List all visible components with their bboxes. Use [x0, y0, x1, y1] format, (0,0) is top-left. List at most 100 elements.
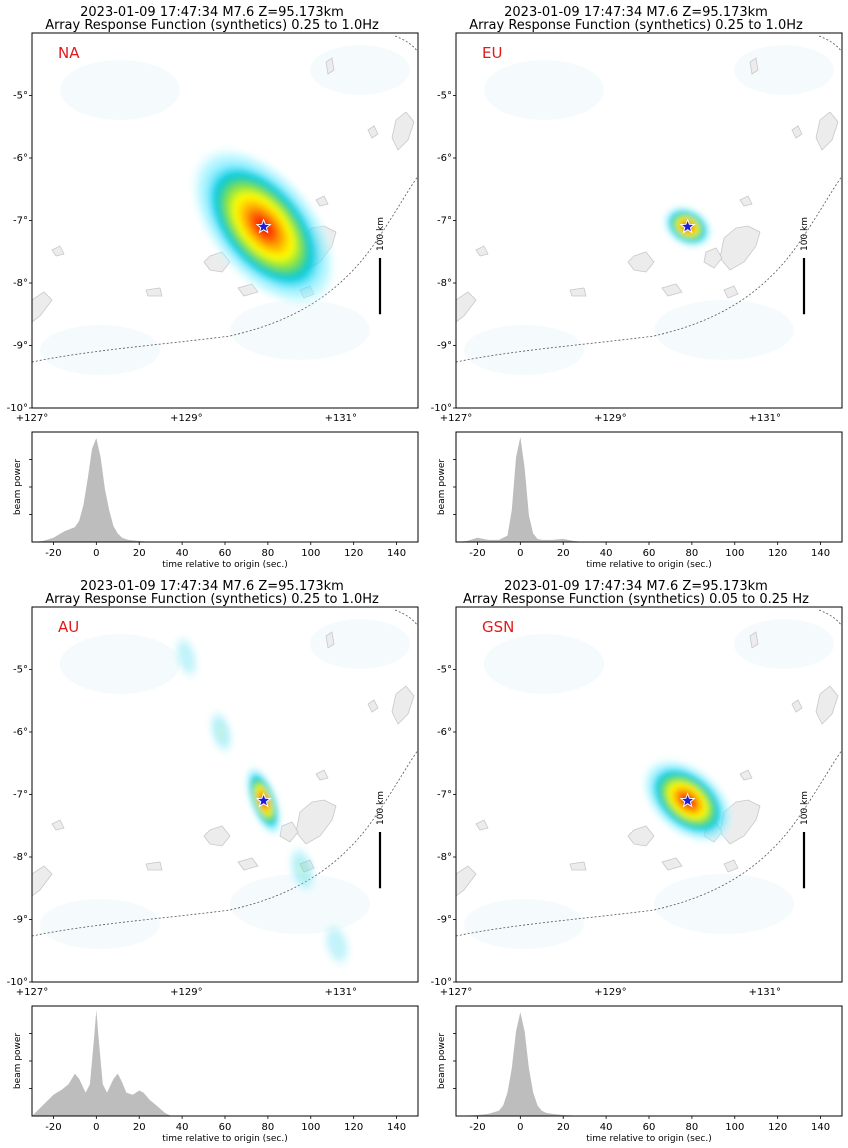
- landmass: [145, 287, 163, 297]
- epicenter-star-icon: [679, 792, 696, 808]
- lon-tick-label: +131°: [325, 987, 357, 998]
- lon-tick-label: +129°: [170, 413, 202, 424]
- beam-power-blob: [321, 919, 353, 970]
- array-label: GSN: [482, 618, 514, 636]
- scale-label: 100 km: [376, 791, 386, 825]
- landmass: [295, 799, 337, 845]
- beam-power-blob: [286, 843, 318, 896]
- beam-y-axis-label: beam power: [437, 1033, 447, 1090]
- lat-tick-label: -10°: [7, 977, 28, 988]
- beam-x-tick-label: 0: [517, 1122, 523, 1133]
- lat-tick-label: -10°: [431, 977, 452, 988]
- beam-y-axis-label: beam power: [13, 1033, 23, 1090]
- landmass: [367, 125, 379, 139]
- beam-x-tick-label: 0: [93, 548, 99, 559]
- landmass: [456, 865, 477, 897]
- beam-x-tick-label: 100: [725, 1122, 744, 1133]
- beam-x-tick-label: 80: [686, 548, 699, 559]
- landmass: [791, 699, 803, 713]
- beam-x-tick-label: -20: [469, 1122, 485, 1133]
- beam-x-tick-label: 60: [219, 548, 232, 559]
- beam-power-area: [456, 1012, 842, 1116]
- epicenter-star-icon: [255, 218, 272, 234]
- lat-tick-label: -6°: [13, 727, 28, 738]
- beam-y-axis-label: beam power: [13, 459, 23, 516]
- lon-tick-label: +129°: [594, 413, 626, 424]
- landmass: [51, 819, 65, 831]
- panel-svg: 2023-01-09 17:47:34 M7.6 Z=95.173kmArray…: [7, 5, 419, 570]
- beam-power-area: [32, 438, 418, 542]
- landmass: [703, 247, 723, 269]
- lon-tick-label: +129°: [594, 987, 626, 998]
- landmass: [32, 865, 53, 897]
- trench-line: [32, 175, 418, 363]
- map-area: [32, 33, 418, 408]
- beam-x-axis-label: time relative to origin (sec.): [162, 560, 287, 570]
- panel-gsn: 2023-01-09 17:47:34 M7.6 Z=95.173km Array…: [424, 574, 848, 1148]
- lat-tick-label: -6°: [437, 727, 452, 738]
- beam-x-tick-label: -20: [45, 548, 61, 559]
- beam-x-tick-label: 0: [93, 1122, 99, 1133]
- array-label: AU: [58, 618, 79, 636]
- array-label: NA: [58, 44, 80, 62]
- map-title-line2: Array Response Function (synthetics) 0.0…: [463, 592, 809, 607]
- landmass: [475, 819, 489, 831]
- lat-tick-label: -8°: [437, 852, 452, 863]
- beam-x-tick-label: -20: [45, 1122, 61, 1133]
- scale-label: 100 km: [800, 791, 810, 825]
- lat-tick-label: -5°: [13, 665, 28, 676]
- map-title-line2: Array Response Function (synthetics) 0.2…: [45, 592, 379, 607]
- beam-x-tick-label: 40: [600, 1122, 613, 1133]
- beam-x-axis-label: time relative to origin (sec.): [586, 560, 711, 570]
- landmass: [279, 821, 299, 843]
- beam-x-tick-label: 120: [768, 1122, 787, 1133]
- landmass: [569, 287, 587, 297]
- beam-x-tick-label: 120: [344, 1122, 363, 1133]
- beam-x-tick-label: 140: [811, 548, 830, 559]
- map-area: [456, 33, 842, 408]
- panel-svg: 2023-01-09 17:47:34 M7.6 Z=95.173kmArray…: [431, 579, 843, 1144]
- landmass: [719, 225, 761, 271]
- lat-tick-label: -8°: [13, 852, 28, 863]
- map-title-line1: 2023-01-09 17:47:34 M7.6 Z=95.173km: [80, 5, 344, 20]
- landmass: [391, 111, 415, 151]
- landmass: [391, 685, 415, 725]
- map-title-line2: Array Response Function (synthetics) 0.2…: [469, 18, 803, 33]
- beam-power-area: [32, 1010, 418, 1116]
- array-label: EU: [482, 44, 502, 62]
- lon-tick-label: +127°: [16, 413, 48, 424]
- beam-x-tick-label: 140: [387, 548, 406, 559]
- lat-tick-label: -5°: [13, 91, 28, 102]
- beam-x-tick-label: 140: [387, 1122, 406, 1133]
- map-title-line1: 2023-01-09 17:47:34 M7.6 Z=95.173km: [80, 579, 344, 594]
- epicenter-star-icon: [679, 218, 696, 234]
- landmass: [325, 57, 335, 75]
- beam-y-axis-label: beam power: [437, 459, 447, 516]
- landmass: [203, 825, 231, 847]
- panel-na: 2023-01-09 17:47:34 M7.6 Z=95.173km Array…: [0, 0, 424, 574]
- lon-tick-label: +131°: [325, 413, 357, 424]
- trench-line: [32, 749, 418, 937]
- beam-x-tick-label: 120: [768, 548, 787, 559]
- map-area: [456, 607, 842, 982]
- landmass: [315, 195, 329, 207]
- landmass: [749, 57, 759, 75]
- beam-x-tick-label: 20: [133, 1122, 146, 1133]
- lat-tick-label: -7°: [13, 216, 28, 227]
- lat-tick-label: -6°: [13, 153, 28, 164]
- beam-x-tick-label: 40: [176, 1122, 189, 1133]
- lat-tick-label: -6°: [437, 153, 452, 164]
- lon-tick-label: +127°: [440, 987, 472, 998]
- beam-power-blob: [172, 632, 201, 682]
- beam-x-tick-label: 60: [219, 1122, 232, 1133]
- beam-x-tick-label: 80: [686, 1122, 699, 1133]
- landmass: [627, 251, 655, 273]
- landmass: [51, 245, 65, 257]
- landmass: [791, 125, 803, 139]
- beam-x-tick-label: 80: [262, 1122, 275, 1133]
- lat-tick-label: -10°: [431, 403, 452, 414]
- beam-x-tick-label: 140: [811, 1122, 830, 1133]
- landmass: [739, 769, 753, 781]
- beam-x-tick-label: -20: [469, 548, 485, 559]
- lat-tick-label: -7°: [437, 790, 452, 801]
